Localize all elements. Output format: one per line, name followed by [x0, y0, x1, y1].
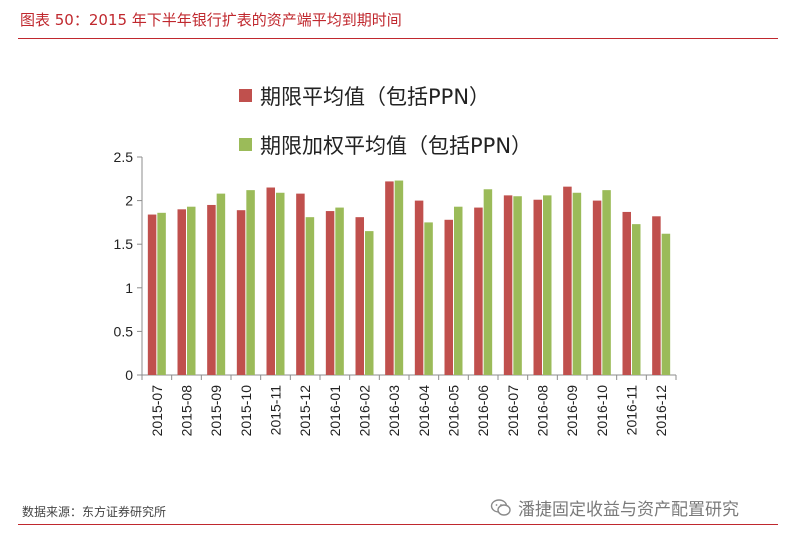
data-source: 数据来源：东方证券研究所	[22, 505, 167, 519]
x-tick-label: 2016-11	[624, 385, 640, 436]
x-tick-label: 2015-09	[208, 385, 224, 437]
bar-series-2-2015-11	[276, 192, 285, 375]
bar-series-1-2016-07	[503, 195, 513, 375]
x-tick-label: 2016-09	[564, 385, 580, 437]
legend-swatch-series-1	[239, 89, 252, 102]
bar-series-2-2016-01	[335, 207, 344, 375]
legend-label-series-2: 期限加权平均值（包括PPN）	[260, 134, 532, 158]
legend-swatch-series-2	[239, 138, 252, 151]
bar-series-1-2016-08	[533, 199, 542, 375]
bar-series-1-2015-09	[207, 204, 216, 375]
bar-series-2-2016-08	[543, 195, 552, 375]
bar-series-1-2016-12	[652, 216, 661, 375]
bar-series-2-2016-06	[483, 189, 493, 375]
bar-series-2-2016-09	[572, 192, 582, 375]
bar-series-2-2015-07	[157, 212, 166, 375]
x-tick-label: 2016-08	[535, 385, 551, 437]
legend-label-series-1: 期限平均值（包括PPN）	[260, 85, 490, 109]
bar-series-1-2016-03	[385, 181, 394, 375]
y-tick-label: 0.5	[114, 323, 134, 339]
bar-series-1-2016-11	[622, 211, 631, 375]
bar-series-2-2016-07	[513, 196, 522, 375]
x-tick-label: 2015-10	[238, 385, 254, 437]
x-tick-label: 2016-10	[594, 385, 610, 437]
bar-series-1-2015-07	[147, 214, 157, 375]
bar-series-2-2015-12	[305, 217, 315, 375]
chart-title: 图表 50：2015 年下半年银行扩表的资产端平均到期时间	[20, 11, 402, 29]
bar-series-1-2016-01	[325, 211, 335, 375]
bar-series-1-2016-05	[444, 219, 453, 375]
bar-series-2-2016-12	[661, 233, 671, 375]
bar-series-1-2016-10	[592, 200, 602, 375]
x-tick-label: 2016-12	[653, 385, 669, 437]
bar-series-2-2015-08	[187, 206, 196, 375]
x-tick-label: 2015-11	[268, 385, 284, 436]
y-tick-label: 2	[125, 193, 133, 209]
x-tick-label: 2016-07	[505, 385, 521, 437]
x-tick-label: 2015-07	[149, 385, 165, 437]
bar-series-2-2016-04	[424, 222, 433, 375]
x-tick-label: 2016-02	[357, 385, 373, 437]
bar-series-1-2015-10	[236, 210, 246, 375]
watermark: 潘捷固定收益与资产配置研究	[490, 495, 739, 520]
y-tick-label: 2.5	[114, 149, 134, 165]
x-tick-label: 2015-08	[179, 385, 195, 437]
x-tick-label: 2016-05	[446, 385, 462, 437]
bar-series-1-2016-06	[474, 207, 483, 375]
wechat-icon	[490, 498, 511, 516]
y-tick-label: 1.5	[114, 236, 134, 252]
bar-series-2-2016-10	[602, 190, 611, 375]
x-tick-label: 2016-06	[475, 385, 491, 437]
bar-series-2-2016-11	[632, 224, 641, 375]
bar-series-2-2016-02	[365, 231, 374, 375]
bar-series-1-2015-11	[266, 187, 275, 375]
x-tick-label: 2016-01	[327, 385, 343, 437]
y-tick-label: 1	[125, 280, 133, 296]
legend: 期限平均值（包括PPN） 期限加权平均值（包括PPN）	[239, 85, 532, 158]
x-tick-label: 2015-12	[297, 385, 313, 437]
top-divider	[18, 38, 778, 39]
bar-series-1-2016-04	[414, 200, 424, 375]
bar-series-1-2016-09	[563, 186, 572, 375]
bar-series-2-2016-05	[454, 206, 463, 375]
bar-series-2-2015-10	[246, 190, 255, 375]
x-tick-label: 2016-03	[386, 385, 402, 437]
bottom-divider	[18, 524, 778, 525]
bar-series-1-2016-02	[355, 217, 364, 375]
bar-series-1-2015-08	[177, 209, 186, 375]
y-tick-label: 0	[125, 367, 133, 383]
bar-series-2-2016-03	[394, 180, 404, 375]
bar-series-2-2015-09	[216, 193, 226, 375]
x-tick-label: 2016-04	[416, 385, 432, 437]
bar-series-1-2015-12	[296, 193, 305, 375]
watermark-text: 潘捷固定收益与资产配置研究	[518, 500, 739, 520]
